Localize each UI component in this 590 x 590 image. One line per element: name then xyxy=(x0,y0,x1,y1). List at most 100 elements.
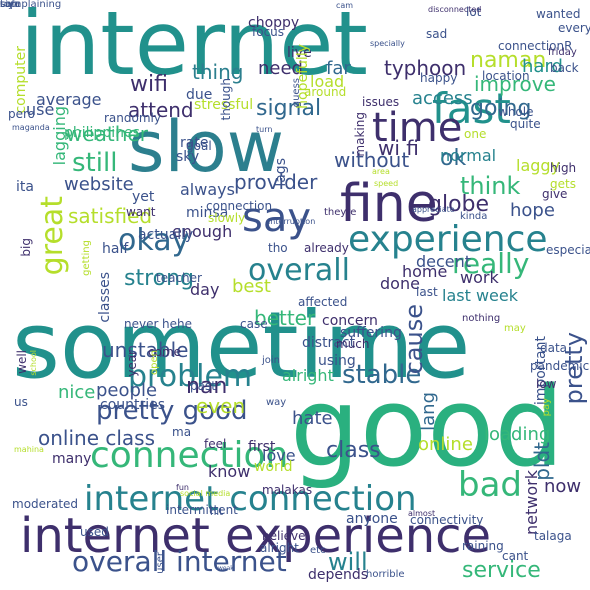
cloud-word: open xyxy=(149,350,160,375)
cloud-word: okay xyxy=(118,223,190,258)
cloud-word: raining xyxy=(462,539,504,553)
cloud-word: cam xyxy=(336,1,354,10)
cloud-word: nice xyxy=(58,382,96,403)
cloud-word: far xyxy=(326,58,351,79)
cloud-word: ma xyxy=(172,425,192,439)
cloud-word: area xyxy=(372,167,390,176)
cloud-word: signal xyxy=(256,96,322,121)
cloud-word: talaga xyxy=(534,529,572,543)
cloud-word: classes xyxy=(97,272,113,323)
cloud-word: due xyxy=(186,87,213,103)
cloud-word: always xyxy=(180,180,235,199)
cloud-word: enough xyxy=(172,222,233,241)
cloud-word: will xyxy=(328,548,368,576)
cloud-word: horrible xyxy=(366,569,405,580)
cloud-word: rate xyxy=(180,135,209,151)
cloud-word: come xyxy=(148,345,182,359)
cloud-word: philippines xyxy=(64,125,140,141)
cloud-word: case xyxy=(240,317,268,331)
cloud-word: problem xyxy=(128,359,253,394)
cloud-word: overall internet xyxy=(72,545,287,578)
cloud-word: ita xyxy=(16,179,34,195)
cloud-word: countries xyxy=(100,397,166,413)
cloud-word: gets xyxy=(550,177,576,191)
cloud-word: internet xyxy=(20,0,368,95)
cloud-word: many xyxy=(52,451,92,467)
cloud-word: user xyxy=(155,552,166,574)
cloud-word: best xyxy=(232,276,271,297)
cloud-word: pero xyxy=(8,107,36,121)
cloud-word: whole xyxy=(498,105,534,119)
cloud-word: low xyxy=(536,377,557,391)
cloud-word: pandemic xyxy=(530,359,590,373)
cloud-word: now xyxy=(544,476,582,497)
cloud-word: distract xyxy=(302,335,356,351)
cloud-word: us xyxy=(14,395,28,409)
cloud-word: connectivity xyxy=(410,513,484,527)
cloud-word: typhoon xyxy=(384,56,467,80)
cloud-word: laggy xyxy=(516,156,561,175)
cloud-word: alright xyxy=(260,541,299,555)
cloud-word: experience xyxy=(348,219,548,260)
cloud-word: social media xyxy=(180,489,231,498)
cloud-word: love xyxy=(262,446,296,465)
cloud-word: good xyxy=(290,363,565,491)
cloud-word: concern xyxy=(322,313,378,329)
cloud-word: stressful xyxy=(194,97,254,113)
cloud-word: especially xyxy=(546,243,590,257)
cloud-word: online xyxy=(418,434,473,455)
cloud-word: slow xyxy=(128,106,284,188)
cloud-word: making xyxy=(353,112,367,157)
cloud-word: class xyxy=(326,438,381,463)
cloud-word: feel xyxy=(204,437,227,451)
cloud-word: etc xyxy=(310,545,326,556)
cloud-word: stable xyxy=(342,360,422,390)
cloud-word: almost xyxy=(408,509,436,518)
cloud-word: live xyxy=(287,45,312,61)
cloud-word: unstable xyxy=(102,338,189,362)
cloud-word: maganda xyxy=(12,123,50,132)
cloud-word: website xyxy=(64,174,134,195)
cloud-word: internet connection xyxy=(84,479,417,519)
cloud-word: hit xyxy=(210,507,224,518)
cloud-word: yet xyxy=(132,189,155,205)
cloud-word: connectionR xyxy=(498,39,573,53)
cloud-word: way xyxy=(266,397,287,408)
cloud-word: fine xyxy=(340,174,438,234)
cloud-word: wi fi xyxy=(378,136,419,160)
cloud-word: attend xyxy=(128,98,194,122)
cloud-word: guess xyxy=(291,78,302,108)
cloud-word: affected xyxy=(298,295,348,309)
cloud-word: great xyxy=(35,196,70,276)
cloud-word: alright xyxy=(282,366,334,385)
cloud-word: average xyxy=(36,90,102,109)
cloud-word: nothing xyxy=(462,313,501,324)
cloud-word: last xyxy=(416,285,438,299)
cloud-word: year xyxy=(125,350,139,377)
cloud-word: first xyxy=(248,439,276,455)
cloud-word: last week xyxy=(442,286,518,305)
cloud-word: much xyxy=(336,337,370,351)
cloud-word: done xyxy=(380,274,420,293)
cloud-word: quite xyxy=(510,117,541,131)
cloud-word: cause xyxy=(400,304,428,375)
cloud-word: decent xyxy=(416,252,472,271)
cloud-word: school xyxy=(29,350,38,376)
cloud-word: used xyxy=(80,525,109,539)
cloud-word: wifi xyxy=(130,72,168,97)
cloud-word: loading xyxy=(484,424,551,445)
cloud-word: still xyxy=(72,148,118,178)
cloud-word: hehe xyxy=(162,317,192,331)
cloud-word: high xyxy=(550,161,577,175)
cloud-word: depends xyxy=(308,567,369,583)
cloud-word: tho xyxy=(268,241,288,255)
cloud-word: without xyxy=(334,148,410,172)
cloud-word: appreciate xyxy=(412,205,455,214)
cloud-word: getting xyxy=(81,240,92,276)
cloud-word: need xyxy=(258,58,303,79)
cloud-word: wanted xyxy=(536,7,581,21)
cloud-word: moderated xyxy=(12,497,79,511)
cloud-word: back xyxy=(550,61,579,75)
cloud-word: focus xyxy=(252,25,285,39)
cloud-word: better xyxy=(254,306,316,330)
